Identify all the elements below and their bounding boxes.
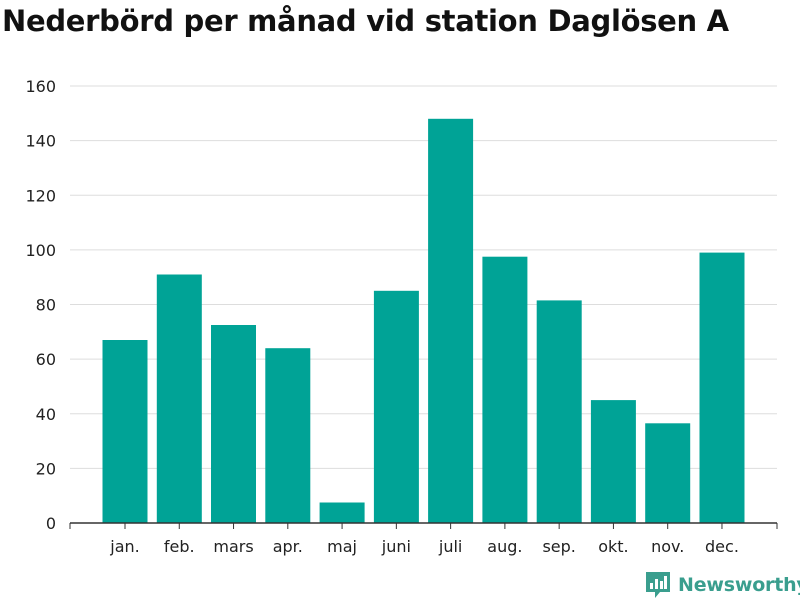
chart-title: Nederbörd per månad vid station Daglösen…: [2, 4, 729, 38]
y-tick-label: 0: [46, 514, 56, 533]
bar-maj: [319, 502, 365, 523]
x-tick-label: apr.: [273, 537, 303, 556]
y-tick-label: 80: [36, 296, 56, 315]
newsworthy-logo-text: Newsworthy: [678, 574, 800, 596]
newsworthy-logo: Newsworthy: [644, 570, 800, 600]
x-tick-label: dec.: [705, 537, 739, 556]
y-tick-label: 140: [25, 132, 56, 151]
y-tick-label: 40: [36, 405, 56, 424]
bar-mars: [211, 325, 256, 523]
x-tick-label: nov.: [651, 537, 684, 556]
bar-sep: [536, 300, 582, 523]
x-tick-label: juni: [381, 537, 411, 556]
bar-nov: [645, 423, 691, 523]
y-tick-labels: 0 20 40 60 80 100 120 140 160: [25, 77, 56, 533]
bar-juni: [373, 290, 419, 523]
x-tick-label: sep.: [542, 537, 575, 556]
x-tick-label: mars: [213, 537, 253, 556]
y-tick-label: 100: [25, 241, 56, 260]
bar-aug: [482, 256, 528, 523]
x-tick-label: okt.: [598, 537, 628, 556]
bar-jan: [102, 340, 148, 523]
bar-okt: [590, 400, 636, 523]
bars: [102, 118, 745, 524]
x-tick-label: jan.: [109, 537, 139, 556]
x-tick-label: juli: [438, 537, 462, 556]
bar-apr: [265, 348, 311, 523]
x-tick-label: maj: [327, 537, 357, 556]
bar-juli: [428, 118, 474, 524]
newsworthy-icon: [646, 572, 670, 598]
x-axis: [69, 522, 778, 529]
x-tick-label: aug.: [487, 537, 522, 556]
bar-feb: [156, 274, 202, 523]
x-tick-label: feb.: [164, 537, 195, 556]
y-tick-label: 160: [25, 77, 56, 96]
y-tick-label: 120: [25, 186, 56, 205]
x-tick-labels: jan. feb. mars apr. maj juni juli aug. sep. okt. n…: [109, 537, 739, 556]
y-tick-label: 60: [36, 350, 56, 369]
y-tick-label: 20: [36, 459, 56, 478]
bar-dec: [699, 252, 745, 523]
